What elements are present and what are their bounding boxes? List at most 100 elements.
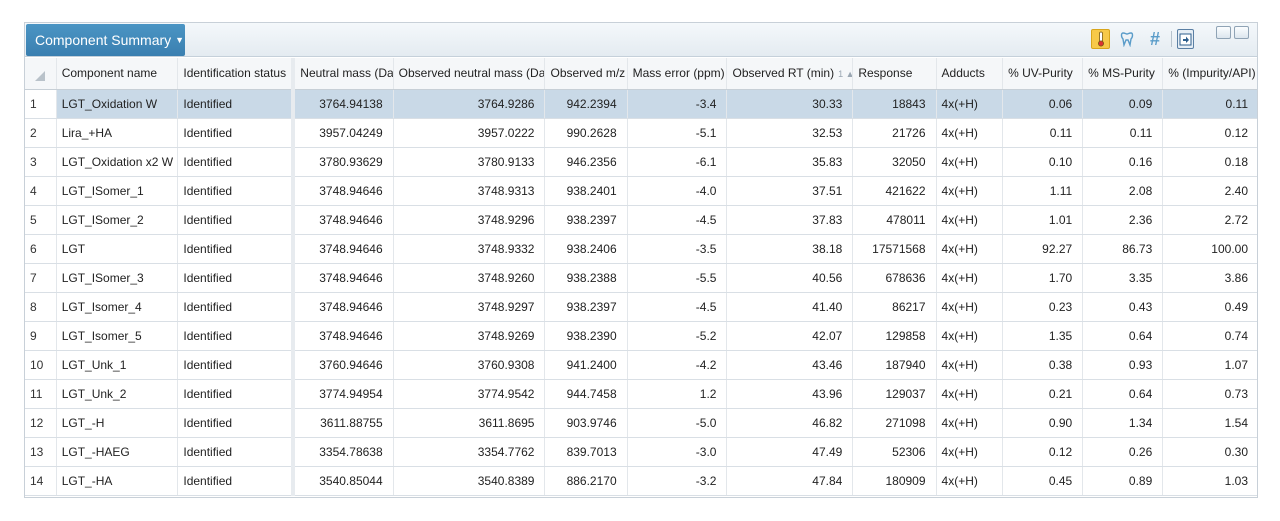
component-summary-dropdown[interactable]: Component Summary ▼ — [26, 24, 185, 56]
cell-idx[interactable]: 1 — [25, 89, 57, 119]
cell-idx[interactable]: 13 — [25, 437, 57, 467]
cell-neutral-mass: 3748.94646 — [293, 321, 394, 351]
cell-adducts: 4x(+H) — [936, 350, 1004, 380]
column-header[interactable]: Neutral mass (Da) — [293, 58, 394, 90]
cell-ms: 2.36 — [1082, 205, 1164, 235]
cell-idx[interactable]: 5 — [25, 205, 57, 235]
cell-obs-neutral-mass: 3780.9133 — [393, 147, 546, 177]
cell-uv: 1.11 — [1002, 176, 1084, 206]
table-row[interactable]: 11 LGT_Unk_2 Identified 3774.94954 3774.9542… — [25, 379, 1257, 409]
cell-ms: 0.16 — [1082, 147, 1164, 177]
cell-rt: 37.51 — [726, 176, 854, 206]
table-row[interactable]: 7 LGT_ISomer_3 Identified 3748.94646 3748.92… — [25, 263, 1257, 293]
cell-uv: 0.11 — [1002, 118, 1084, 148]
column-header[interactable]: Adducts — [936, 58, 1004, 90]
cell-neutral-mass: 3354.78638 — [293, 437, 394, 467]
cell-response: 18843 — [852, 89, 937, 119]
cell-obs-neutral-mass: 3354.7762 — [393, 437, 546, 467]
cell-uv: 1.35 — [1002, 321, 1084, 351]
cell-obs-mz: 938.2406 — [544, 234, 628, 264]
cell-response: 17571568 — [852, 234, 937, 264]
cell-idx[interactable]: 11 — [25, 379, 57, 409]
export-icon[interactable] — [1177, 29, 1194, 49]
cell-idx[interactable]: 4 — [25, 176, 57, 206]
select-all-corner[interactable] — [25, 58, 57, 90]
cell-obs-neutral-mass: 3764.9286 — [393, 89, 546, 119]
chevron-down-icon: ▼ — [175, 35, 185, 45]
cell-response: 52306 — [852, 437, 937, 467]
cell-adducts: 4x(+H) — [936, 263, 1004, 293]
column-header[interactable]: Response — [852, 58, 937, 90]
cell-idx[interactable]: 3 — [25, 147, 57, 177]
cell-idx[interactable]: 8 — [25, 292, 57, 322]
hash-icon[interactable]: # — [1149, 28, 1160, 49]
cell-neutral-mass: 3748.94646 — [293, 263, 394, 293]
column-header[interactable]: Component name — [56, 58, 179, 90]
cell-response: 129037 — [852, 379, 937, 409]
cell-impurity: 0.74 — [1162, 321, 1257, 351]
table-row[interactable]: 5 LGT_ISomer_2 Identified 3748.94646 3748.92… — [25, 205, 1257, 235]
cell-mass-error: -3.5 — [627, 234, 728, 264]
cell-uv: 0.45 — [1002, 466, 1084, 496]
table-row[interactable]: 10 LGT_Unk_1 Identified 3760.94646 3760.9308… — [25, 350, 1257, 380]
cell-response: 421622 — [852, 176, 937, 206]
cell-obs-neutral-mass: 3957.0222 — [393, 118, 546, 148]
cell-obs-neutral-mass: 3774.9542 — [393, 379, 546, 409]
cell-status: Identified — [177, 89, 296, 119]
cell-obs-neutral-mass: 3748.9313 — [393, 176, 546, 206]
cell-status: Identified — [177, 118, 296, 148]
cell-ms: 3.35 — [1082, 263, 1164, 293]
table-row[interactable]: 12 LGT_-H Identified 3611.88755 3611.8695 903… — [25, 408, 1257, 438]
tooth-icon[interactable] — [1119, 29, 1135, 49]
table-row[interactable]: 1 LGT_Oxidation W Identified 3764.94138 3764… — [25, 89, 1257, 119]
cell-mass-error: 1.2 — [627, 379, 728, 409]
column-header[interactable]: Mass error (ppm) — [627, 58, 728, 90]
cell-idx[interactable]: 10 — [25, 350, 57, 380]
column-header[interactable]: % (Impurity/API) — [1162, 58, 1257, 90]
cell-name: LGT_Oxidation x2 W — [56, 147, 179, 177]
column-header[interactable]: Identification status — [177, 58, 296, 90]
table-row[interactable]: 4 LGT_ISomer_1 Identified 3748.94646 3748.93… — [25, 176, 1257, 206]
cell-idx[interactable]: 6 — [25, 234, 57, 264]
cell-obs-neutral-mass: 3748.9269 — [393, 321, 546, 351]
column-header-sorted[interactable]: Observed RT (min)1 ▲ — [726, 58, 854, 90]
column-header[interactable]: Observed m/z — [544, 58, 628, 90]
cell-impurity: 1.07 — [1162, 350, 1257, 380]
cell-adducts: 4x(+H) — [936, 89, 1004, 119]
column-header[interactable]: Observed neutral mass (Da) — [393, 58, 546, 90]
cell-idx[interactable]: 9 — [25, 321, 57, 351]
table-row[interactable]: 14 LGT_-HA Identified 3540.85044 3540.8389 88… — [25, 466, 1257, 496]
table-row[interactable]: 2 Lira_+HA Identified 3957.04249 3957.0222 99… — [25, 118, 1257, 148]
cell-response: 32050 — [852, 147, 937, 177]
cell-idx[interactable]: 14 — [25, 466, 57, 496]
cell-obs-mz: 839.7013 — [544, 437, 628, 467]
thermometer-icon[interactable] — [1091, 29, 1110, 49]
table-row[interactable]: 9 LGT_Isomer_5 Identified 3748.94646 3748.92… — [25, 321, 1257, 351]
cell-uv: 1.01 — [1002, 205, 1084, 235]
minimize-icon[interactable] — [1216, 26, 1231, 39]
cell-idx[interactable]: 12 — [25, 408, 57, 438]
cell-obs-mz: 938.2388 — [544, 263, 628, 293]
table-row[interactable]: 13 LGT_-HAEG Identified 3354.78638 3354.7762… — [25, 437, 1257, 467]
table-row[interactable]: 8 LGT_Isomer_4 Identified 3748.94646 3748.92… — [25, 292, 1257, 322]
cell-rt: 42.07 — [726, 321, 854, 351]
maximize-icon[interactable] — [1234, 26, 1249, 39]
cell-adducts: 4x(+H) — [936, 176, 1004, 206]
table-row[interactable]: 3 LGT_Oxidation x2 W Identified 3780.93629 3… — [25, 147, 1257, 177]
cell-idx[interactable]: 2 — [25, 118, 57, 148]
cell-rt: 41.40 — [726, 292, 854, 322]
cell-mass-error: -3.0 — [627, 437, 728, 467]
cell-rt: 32.53 — [726, 118, 854, 148]
cell-idx[interactable]: 7 — [25, 263, 57, 293]
table-row[interactable]: 6 LGT Identified 3748.94646 3748.9332 938.240… — [25, 234, 1257, 264]
column-header-label: Observed RT (min) — [732, 66, 835, 81]
column-header[interactable]: % MS-Purity — [1082, 58, 1164, 90]
panel-titlebar: Component Summary ▼ # — [25, 23, 1257, 57]
cell-status: Identified — [177, 350, 296, 380]
column-header[interactable]: % UV-Purity — [1002, 58, 1084, 90]
cell-response: 180909 — [852, 466, 937, 496]
cell-obs-neutral-mass: 3760.9308 — [393, 350, 546, 380]
cell-obs-mz: 944.7458 — [544, 379, 628, 409]
cell-adducts: 4x(+H) — [936, 205, 1004, 235]
cell-impurity: 0.12 — [1162, 118, 1257, 148]
